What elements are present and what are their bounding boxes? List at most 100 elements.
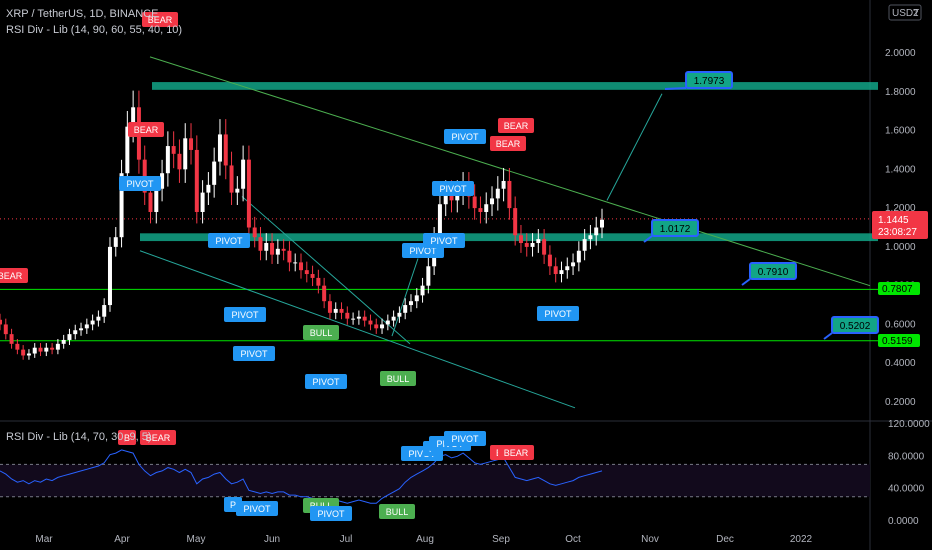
candle-body [408, 301, 413, 306]
candle-body [113, 237, 118, 247]
rsi-pivot-marker [310, 506, 352, 521]
pivot-marker [444, 129, 486, 144]
bear-marker [0, 268, 28, 283]
time-tick-label: Oct [565, 534, 581, 545]
bear-marker [498, 118, 534, 133]
price-tick-label: 1.6000 [885, 126, 916, 137]
pivot-marker-label: PIVOT [439, 184, 467, 194]
candle-body [571, 262, 576, 267]
candle-body [299, 262, 303, 271]
price-label-box [749, 262, 797, 280]
candle-body [339, 308, 344, 313]
bear-marker [490, 136, 526, 151]
candle-body [368, 320, 373, 325]
time-tick-label: Jun [264, 534, 280, 545]
candle-body [200, 192, 205, 212]
support-tag-1: 0.7807 [882, 284, 913, 295]
currency-badge: USDT [892, 8, 919, 19]
pivot-marker [119, 176, 161, 191]
candle-body [490, 198, 495, 205]
candle-body [449, 192, 454, 201]
candle-body [26, 353, 31, 356]
bear-marker-label: BEAR [504, 121, 529, 131]
candle-body [258, 237, 263, 251]
price-label-pointer [823, 332, 833, 340]
wedge-lower-line [139, 250, 576, 409]
breakout-arrow-line [391, 258, 419, 337]
last-price-tag: 1.1445 [878, 215, 909, 226]
candle-body [287, 250, 292, 263]
candle-body [281, 248, 286, 251]
price-tick-label: 1.4000 [885, 164, 916, 175]
support-tag-2-box [878, 334, 920, 347]
candle-body [437, 204, 442, 238]
candle-body [495, 188, 500, 199]
price-label-pointer [741, 278, 751, 286]
indicator-legend: RSI Div - Lib (14, 90, 60, 55, 40, 10) [6, 24, 183, 36]
price-label-box [831, 316, 879, 334]
candle-body [316, 277, 321, 286]
rsi-tick-label: 0.0000 [888, 516, 919, 527]
candle-body [484, 204, 489, 212]
candle-body [212, 161, 217, 185]
candle-body [351, 318, 356, 320]
time-tick-label: Sep [492, 534, 510, 545]
candle-body [588, 235, 593, 240]
candle-body [327, 301, 332, 313]
rsi-band [0, 464, 870, 497]
pivot-marker [233, 346, 275, 361]
candle-body [420, 285, 425, 296]
bull-marker-label: BULL [310, 328, 333, 338]
rsi-pivot-marker [236, 501, 278, 516]
bear-marker [128, 122, 164, 137]
candle-body [322, 285, 327, 302]
candle-body [177, 153, 182, 170]
candle-body [171, 146, 176, 154]
candle-body [501, 180, 506, 189]
candle-body [55, 343, 60, 350]
time-tick-label: 2022 [790, 534, 813, 545]
candle-body [217, 134, 222, 162]
rsi-legend: RSI Div - Lib (14, 70, 30, 9, 5) [6, 431, 152, 443]
candle-body [270, 243, 275, 255]
pivot-marker-label: PIVOT [430, 236, 458, 246]
candle-body [356, 316, 361, 319]
time-tick-label: Jul [340, 534, 353, 545]
time-tick-label: Aug [416, 534, 434, 545]
candle-body [414, 295, 419, 302]
candle-body [530, 243, 535, 247]
countdown-tag: 23:08:27 [878, 227, 917, 238]
pivot-marker-label: PIVOT [451, 132, 479, 142]
last-price-tag-box [872, 211, 928, 239]
candle-body [536, 239, 541, 244]
candle-body [0, 319, 2, 325]
rsi-tick-label: 120.0000 [888, 419, 930, 430]
rsi-bear-marker [498, 445, 534, 460]
price-label-text: 0.5202 [840, 321, 871, 332]
candle-body [443, 192, 448, 205]
pivot-marker-label: PIVOT [240, 349, 268, 359]
pivot-marker [208, 233, 250, 248]
candle-body [252, 227, 257, 238]
candle-body [293, 262, 298, 264]
pivot-marker [432, 181, 474, 196]
rsi-pivot-marker-label: PIVOT [451, 434, 479, 444]
candle-body [374, 324, 379, 329]
candle-body [189, 138, 194, 150]
candle-body [397, 312, 402, 317]
candle-body [403, 305, 408, 313]
candle-body [15, 343, 20, 350]
candle-body [206, 184, 211, 193]
candle-body [553, 266, 558, 275]
candle-body [3, 324, 8, 335]
rsi-bull-marker [379, 504, 415, 519]
bull-marker-label: BULL [387, 374, 410, 384]
candle-body [125, 126, 130, 174]
price-tick-label: 2.0000 [885, 48, 916, 59]
candle-body [391, 316, 396, 321]
target-projection-line [606, 93, 663, 201]
rsi-tick-label: 80.0000 [888, 451, 925, 462]
rsi-pivot-marker-label: PIVOT [317, 509, 345, 519]
candle-body [241, 159, 246, 189]
